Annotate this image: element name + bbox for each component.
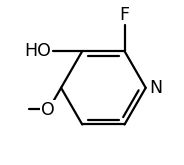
Text: N: N [149, 79, 162, 97]
Text: HO: HO [24, 42, 51, 60]
Text: F: F [120, 5, 130, 23]
Text: O: O [41, 101, 55, 119]
